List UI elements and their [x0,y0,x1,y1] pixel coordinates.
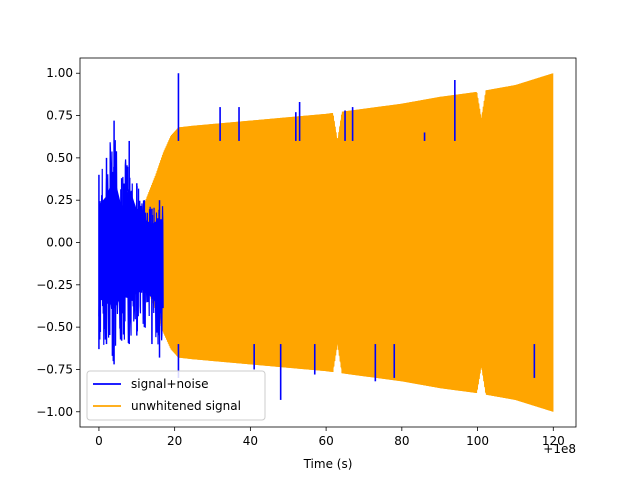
y-tick-label: 0.75 [46,109,73,123]
y-tick-label: 0.50 [46,151,73,165]
signal-noise-band [98,176,163,309]
legend-label-signal-noise: signal+noise [131,377,208,391]
x-axis: 0 20 40 60 80 100 120 [95,427,565,448]
y-tick-label: −0.25 [36,278,73,292]
x-tick-label: 60 [318,434,333,448]
x-tick-label: 80 [394,434,409,448]
legend-label-unwhitened-signal: unwhitened signal [131,399,241,413]
y-tick-label: 0.25 [46,193,73,207]
plot-area [80,58,576,427]
unwhitened-signal-line [98,73,554,412]
y-tick-label: −0.75 [36,362,73,376]
x-tick-label: 40 [243,434,258,448]
x-offset-label: +1e8 [543,442,576,456]
legend-box [86,370,266,421]
legend: signal+noise unwhitened signal [86,370,266,421]
x-axis-label: Time (s) [303,457,353,471]
y-tick-label: −1.00 [36,405,73,419]
signal-noise-series [98,73,536,400]
y-tick-label: −0.50 [36,320,73,334]
x-tick-label: 0 [95,434,103,448]
x-tick-label: 100 [466,434,489,448]
y-axis: −1.00 −0.75 −0.50 −0.25 0.00 0.25 0.50 0.75 1.00 [36,66,80,419]
unwhitened-signal-series [98,73,554,412]
y-tick-label: 0.00 [46,236,73,250]
y-tick-label: 1.00 [46,66,73,80]
x-tick-label: 20 [167,434,182,448]
x-tick-label: 120 [542,434,565,448]
